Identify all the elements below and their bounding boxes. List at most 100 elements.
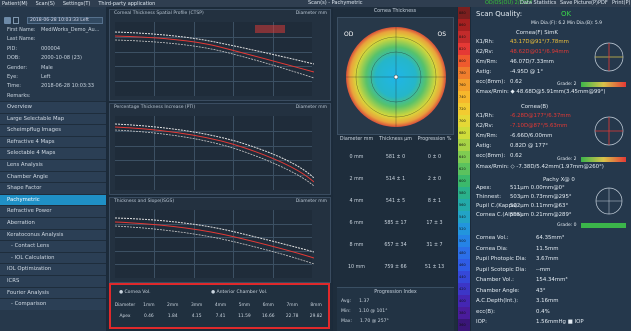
nav-item[interactable]: Shape Factor: [0, 182, 106, 194]
menu-pdf[interactable]: PDF: [598, 0, 608, 6]
progression-index-key: Min:: [341, 309, 351, 314]
menu-scan[interactable]: Scan(S): [35, 0, 55, 7]
color-scale-segment: 680: [458, 127, 470, 140]
color-scale-segment: 720: [458, 103, 470, 116]
metric-value: 43°: [536, 287, 546, 294]
metric-value: -7.10D@87°/5.63mm: [510, 123, 568, 129]
metric-value: 0.62: [510, 79, 523, 85]
nav-item[interactable]: Keratoconus Analysis: [0, 228, 106, 241]
metric-label: Cornea Dia:: [476, 245, 508, 252]
nav-item-label: Shape Factor: [7, 185, 42, 192]
thickness-cell: 8 ± 1: [427, 199, 442, 204]
metric-row: A.C.Depth(Int.): 3.16mm: [476, 298, 559, 304]
metric-row: Thinnest: 503µm 0.73mm@295°: [476, 194, 572, 200]
color-scale-label: 460: [459, 263, 466, 267]
nav-item-label: Pachymetric: [7, 196, 40, 203]
nav-item-label: IOL Calculation: [14, 254, 55, 261]
cornea-b-axis-icon: [594, 116, 624, 146]
menu-patient[interactable]: Patient(M): [2, 0, 28, 7]
metric-value: 1.56mmHg ■ IOP: [536, 319, 584, 325]
patient-field: PID: 000004: [7, 45, 60, 52]
legend-cornea-vol[interactable]: ● Cornea Vol.: [119, 290, 151, 295]
thickness-header-cell: Thickness µm: [379, 137, 412, 142]
progression-index-value: 1.70 @ 257°: [360, 319, 389, 324]
menu-save-picture[interactable]: Save Picture(P): [560, 0, 598, 6]
color-scale-segment: 460: [458, 259, 470, 272]
progression-index-row: Max: 1.70 @ 257°: [341, 319, 389, 324]
thickness-cell: 581 ± 0: [385, 155, 406, 160]
nav-item[interactable]: Chamber Angle: [0, 170, 106, 183]
thickness-cell: 0 mm: [349, 155, 364, 160]
metric-label: K2/Rv:: [476, 49, 494, 55]
nav-item[interactable]: Aberration: [0, 216, 106, 229]
kmax-f: Kmax/Rmin: ◆ 48.68D@5.91mm(3.45mm@99°): [476, 89, 606, 95]
color-scale-label: 800: [459, 59, 466, 63]
min-dia: Min Dia.(F): 6.2 Min Dia.(B): 5.9: [531, 21, 602, 26]
cornea-b-title: Cornea(B): [521, 104, 549, 110]
metric-label: Pupil Scotopic Dia:: [476, 266, 527, 273]
nav-item[interactable]: Refractive 4 Maps: [0, 135, 106, 148]
nav-item[interactable]: ICRS: [0, 274, 106, 287]
volume-cell: 29.82: [309, 314, 323, 319]
thickness-header-cell: Progression %: [417, 137, 452, 142]
menu-third-party[interactable]: Third-party application: [98, 0, 156, 7]
nav-item[interactable]: - IOL Calculation: [0, 251, 106, 264]
nav-item[interactable]: IOL Optimization: [0, 263, 106, 275]
nav-item[interactable]: Lens Analysis: [0, 158, 106, 171]
color-scale-segment: 760: [458, 79, 470, 92]
thickness-row: 2 mm 514 ± 1 2 ± 0: [337, 177, 454, 182]
color-scale-label: 840: [459, 35, 466, 39]
progression-index-key: Avg:: [341, 299, 352, 304]
nav-item-label: Refractive 4 Maps: [7, 138, 55, 145]
nav-item[interactable]: Pachymetric: [0, 193, 106, 206]
color-scale-segment: 440: [458, 271, 470, 284]
nav-item[interactable]: Scheimpflug Images: [0, 124, 106, 136]
color-scale-label: 780: [459, 71, 466, 75]
metric-row: Cornea Dia: 11.5mm: [476, 245, 559, 252]
color-scale-segment: 580: [458, 187, 470, 200]
nav-item[interactable]: Selectable 4 Maps: [0, 147, 106, 159]
metric-value: 0.82D @ 177°: [510, 143, 548, 149]
patient-field-label: PID:: [7, 45, 18, 52]
nav-item[interactable]: Refractive Power: [0, 205, 106, 217]
thickness-map[interactable]: OD OS: [337, 17, 454, 135]
volume-cell: 1.84: [167, 314, 178, 319]
thickness-row: 6 mm 585 ± 17 17 ± 3: [337, 221, 454, 226]
patient-field: Gender: Male: [7, 65, 53, 71]
volume-header-cell: Diameter: [114, 303, 136, 308]
nav-item[interactable]: Large Selectable Map: [0, 112, 106, 125]
metric-label: Km/Rm:: [476, 59, 498, 65]
patient-field-value: Male: [41, 64, 53, 71]
volume-header-cell: 8mm: [310, 303, 322, 308]
metric-label: ecc(8mm):: [476, 79, 506, 85]
metric-label: Chamber Vol.:: [476, 277, 514, 283]
metric-value: 503µm 0.73mm@295°: [510, 194, 572, 200]
menu-print[interactable]: Print(P): [612, 0, 631, 6]
menu-data-statistics[interactable]: Data Statistics: [520, 0, 557, 6]
metric-label: Astig:: [476, 69, 492, 75]
color-scale-segment: 780: [458, 67, 470, 80]
metric-label: Km/Rm:: [476, 133, 498, 139]
nav-item[interactable]: - Contact Lens: [0, 240, 106, 252]
nav-item-label: Fourier Analysis: [7, 289, 50, 296]
metric-row: Km/Rm: -6.66D/6.00mm: [476, 133, 552, 139]
nav-item[interactable]: Overview: [0, 101, 106, 113]
nav-bullet: -: [11, 301, 15, 308]
menu-bar: Patient(M) Scan(S) Settings(T) Third-par…: [0, 0, 631, 7]
metric-row: ecc(8mm): 0.62: [476, 79, 522, 85]
metric-value: 3.67mm: [536, 256, 559, 262]
metric-value: 48.62D@01°/6.94mm: [510, 49, 569, 55]
thickness-cell: 759 ± 66: [384, 265, 407, 270]
nav-item[interactable]: Fourier Analysis: [0, 286, 106, 299]
metric-label: Pupil Photopic Dia:: [476, 256, 527, 262]
volume-cell: 0.46: [143, 314, 154, 319]
prev-scan-icon[interactable]: [13, 17, 19, 24]
volume-header-cell: 7mm: [286, 303, 298, 308]
menu-settings[interactable]: Settings(T): [62, 0, 91, 7]
scan-date-select[interactable]: 2018-06-28 10:03:33 Left: [27, 17, 103, 24]
nav-item[interactable]: - Comparison: [0, 298, 106, 310]
progression-index-row: Min: 1.10 @ 101°: [341, 309, 388, 314]
volume-row-label: Apex: [119, 314, 131, 319]
legend-chamber-vol[interactable]: ● Anterior Chamber Vol.: [211, 290, 268, 295]
color-scale-segment: 860: [458, 19, 470, 32]
